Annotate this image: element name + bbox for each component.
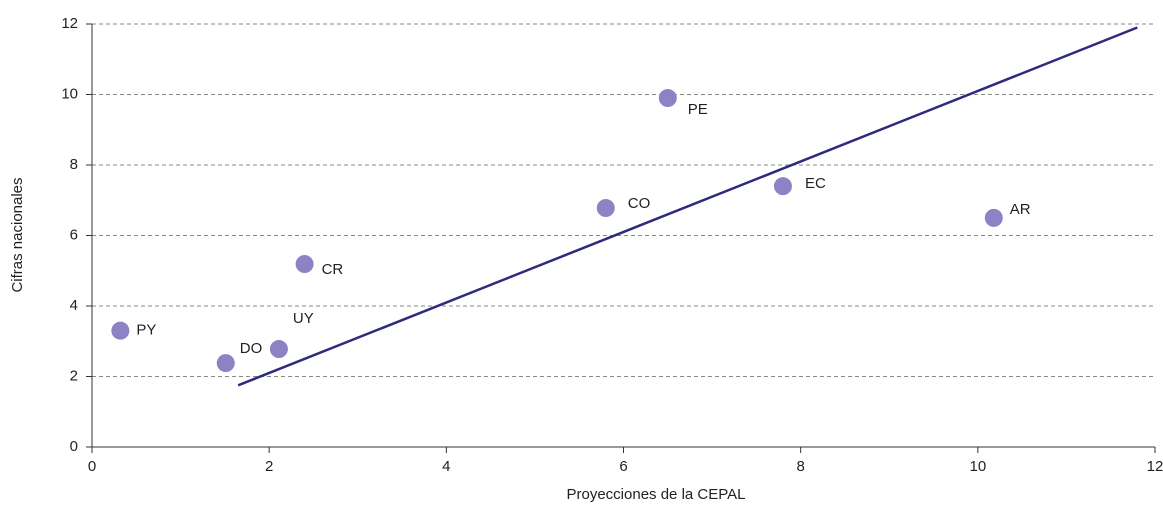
x-axis-label: Proyecciones de la CEPAL <box>567 486 746 503</box>
x-tick-label: 6 <box>619 458 627 475</box>
x-tick-label: 2 <box>265 458 273 475</box>
y-axis-label: Cifras nacionales <box>9 177 26 292</box>
point <box>773 177 792 196</box>
point-label: AR <box>1010 201 1031 218</box>
x-tick-label: 10 <box>969 458 986 475</box>
x-tick-label: 8 <box>796 458 804 475</box>
y-tick-label: 10 <box>61 85 78 102</box>
x-tick-label: 12 <box>1147 458 1163 475</box>
point <box>216 354 235 373</box>
x-tick-label: 4 <box>442 458 450 475</box>
point <box>658 89 677 108</box>
y-tick-label: 0 <box>70 438 78 455</box>
point-label: UY <box>293 310 314 327</box>
y-tick-label: 6 <box>70 226 78 243</box>
point-label: PE <box>688 101 708 118</box>
y-tick-label: 8 <box>70 156 78 173</box>
point-label: CO <box>628 195 651 212</box>
point-label: EC <box>805 175 826 192</box>
point-label: CR <box>322 261 344 278</box>
reference-line <box>237 26 1138 387</box>
point <box>269 340 288 359</box>
point-label: DO <box>240 340 263 357</box>
y-tick-label: 4 <box>70 297 78 314</box>
y-tick-label: 2 <box>70 367 78 384</box>
point-label: PY <box>136 322 156 339</box>
point <box>596 199 615 218</box>
point <box>111 321 130 340</box>
point <box>984 208 1003 227</box>
y-tick-label: 12 <box>61 15 78 32</box>
point <box>295 255 314 274</box>
x-tick-label: 0 <box>88 458 96 475</box>
